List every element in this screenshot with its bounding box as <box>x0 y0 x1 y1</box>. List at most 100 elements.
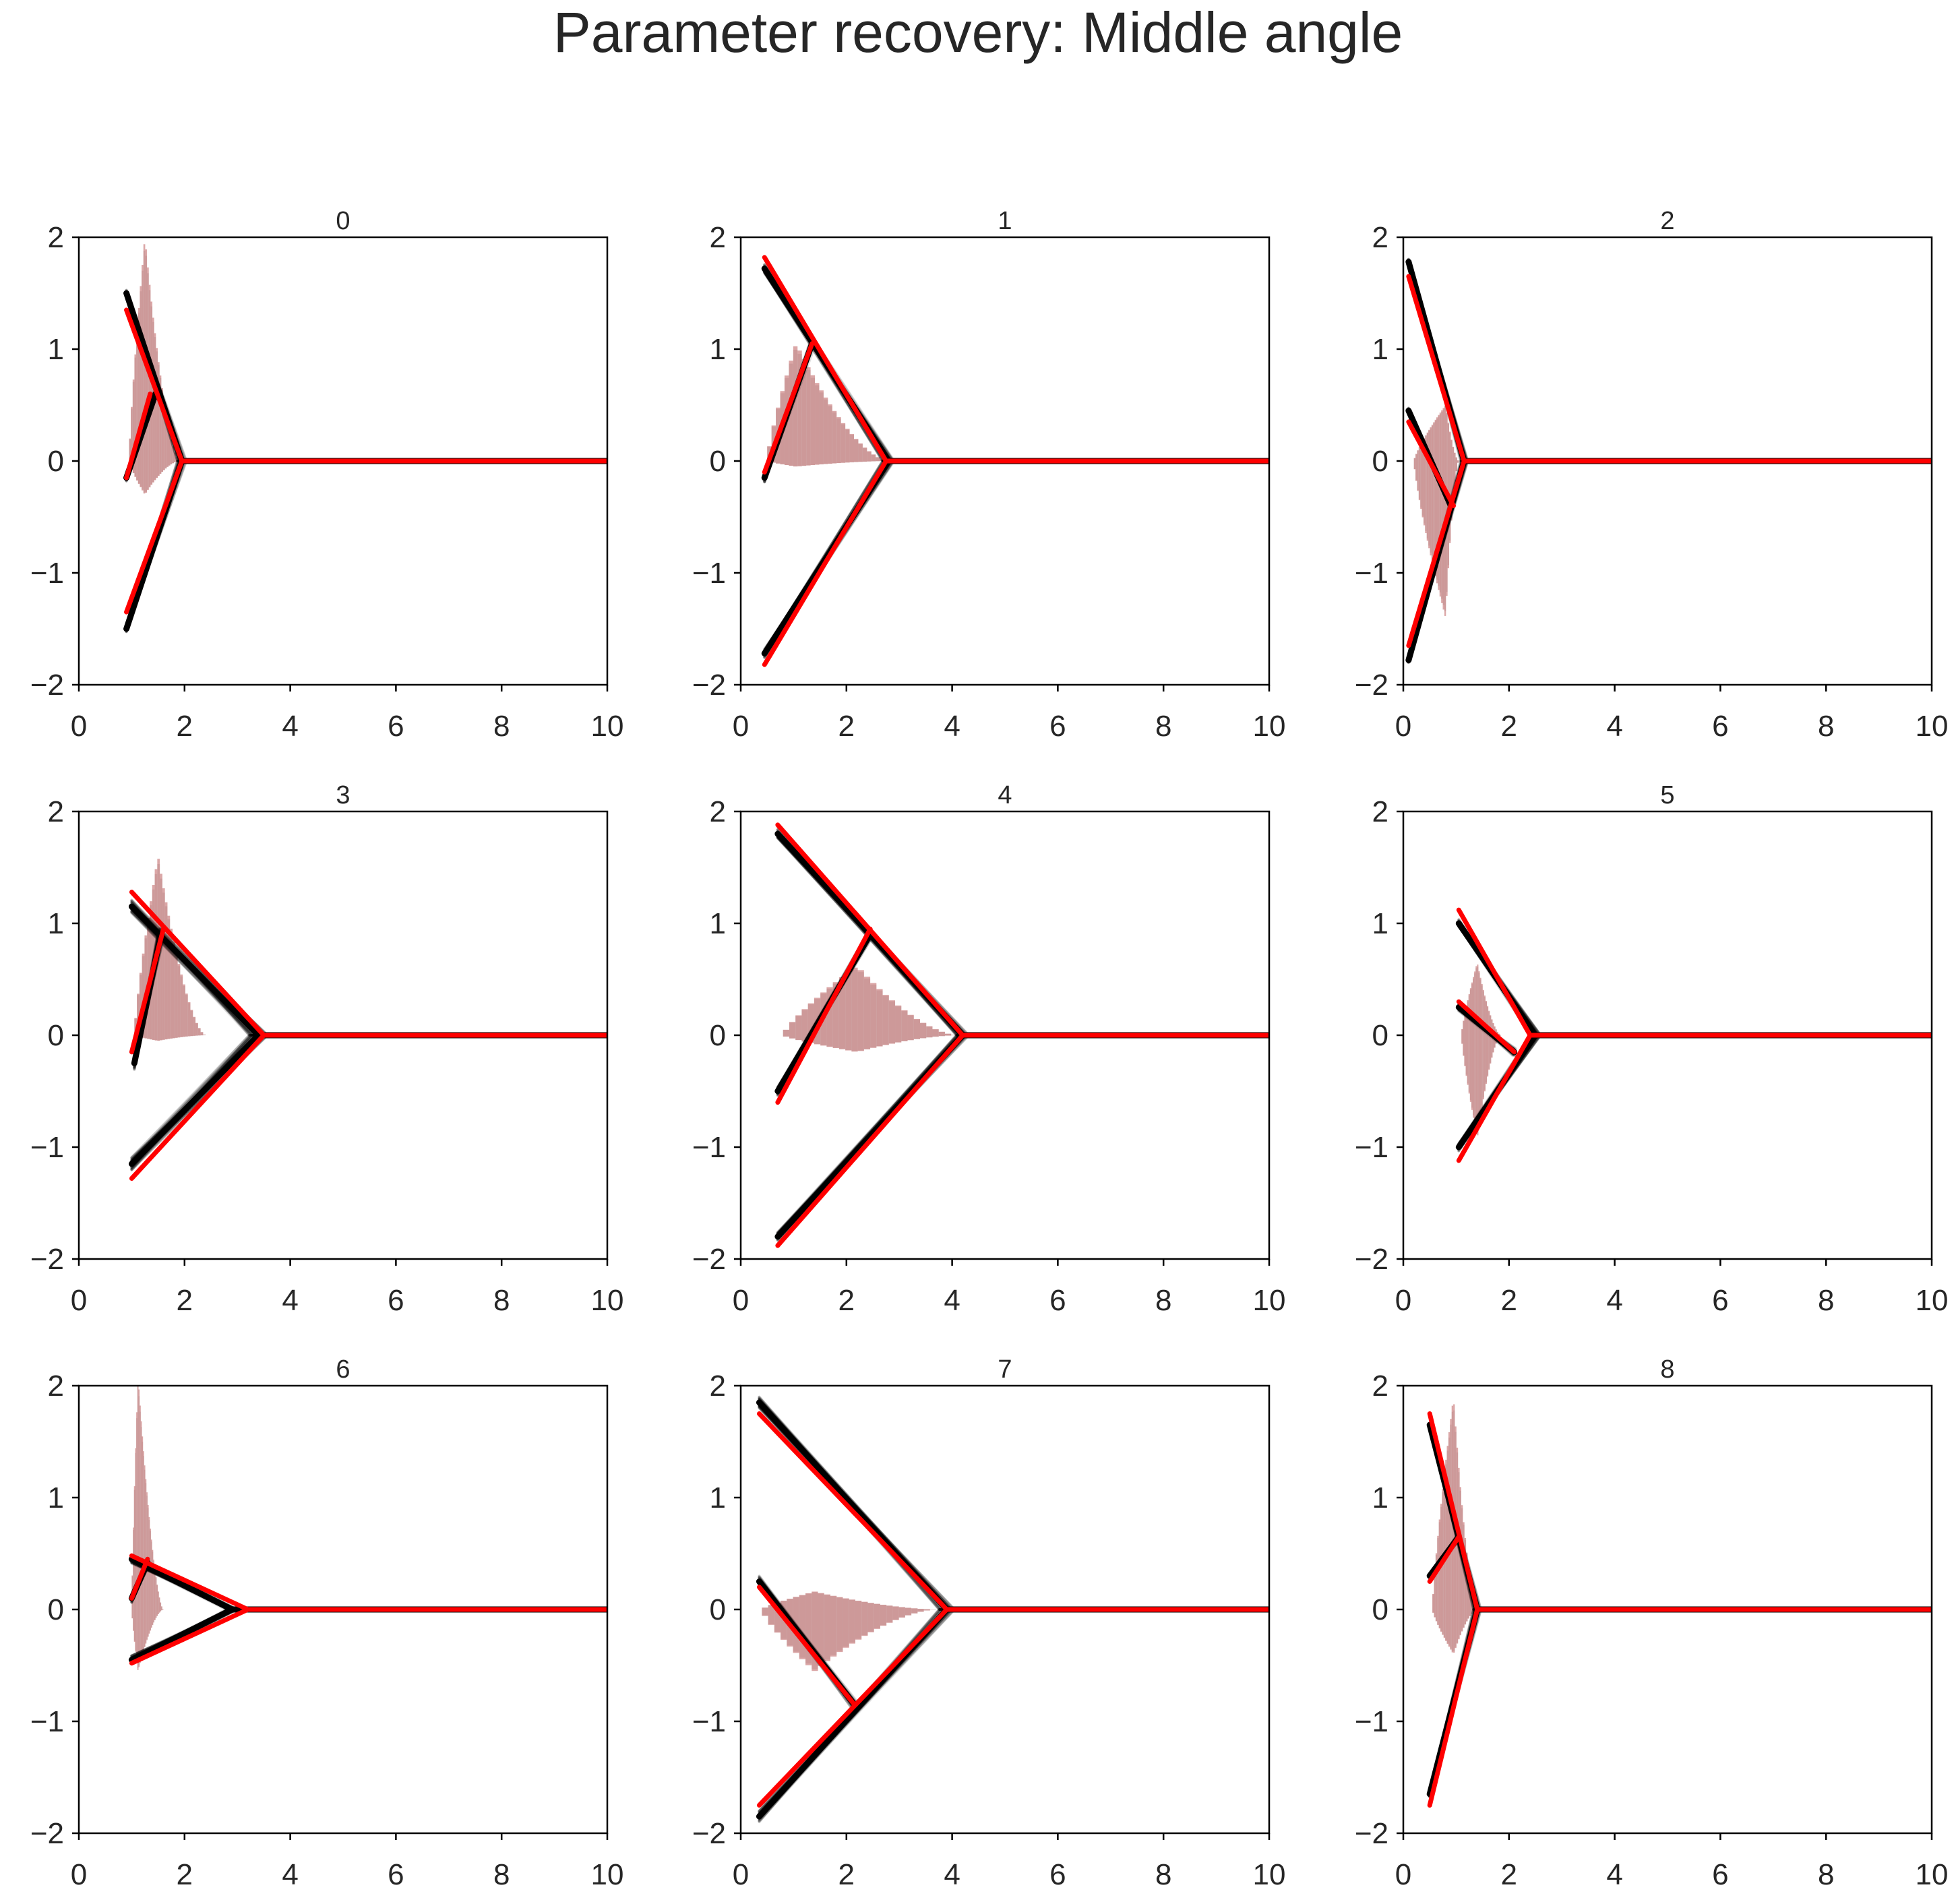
y-tick-label: −1 <box>30 1131 64 1164</box>
data-hist-bar-neg <box>826 1035 833 1047</box>
y-tick-label: −2 <box>1355 1243 1388 1276</box>
x-tick-label: 10 <box>1916 710 1949 743</box>
y-tick-label: −1 <box>692 1705 726 1738</box>
data-hist-bar-pos <box>1474 971 1476 1035</box>
data-hist-bar-pos <box>838 977 846 1035</box>
data-hist-bar-pos <box>795 1015 802 1035</box>
data-hist-bar-neg <box>152 1609 154 1626</box>
data-hist-bar-neg <box>832 1035 839 1049</box>
data-hist-bar-neg <box>136 461 138 481</box>
data-hist-bar-neg <box>854 461 859 462</box>
data-hist-bar-pos <box>832 982 839 1035</box>
data-hist-bar-neg <box>771 461 776 463</box>
posterior-sample-lower-boundary <box>130 1034 251 1159</box>
y-tick-label: −2 <box>1355 1817 1388 1850</box>
data-hist-bar-neg <box>917 1609 924 1612</box>
data-hist-bar-pos <box>938 1031 945 1035</box>
data-hist-bar-pos <box>193 1016 196 1035</box>
data-hist-bar-pos <box>144 935 148 1035</box>
data-hist-bar-neg <box>797 461 802 466</box>
data-hist-bar-neg <box>158 461 160 477</box>
data-hist-bar-neg <box>886 1609 893 1623</box>
data-hist-bar-pos <box>1469 1578 1471 1609</box>
data-hist-bar-neg <box>932 1035 939 1037</box>
data-hist-bar-neg <box>1430 461 1432 556</box>
data-hist-bar-pos <box>142 1436 144 1609</box>
data-hist-bar-pos <box>1477 964 1479 1035</box>
true-model-middle-branch <box>775 926 873 1105</box>
data-hist-bar-neg <box>1458 1609 1460 1640</box>
y-tick-label: 0 <box>710 1593 726 1626</box>
panel-0: 0 2 4 6 8 10 −2 −1 0 1 2 0 <box>30 207 624 743</box>
x-tick-label: 0 <box>1395 1284 1411 1317</box>
data-hist-bar-neg <box>814 1035 821 1045</box>
data-hist-bar-pos <box>158 362 160 461</box>
data-hist-bar-pos <box>187 1002 191 1035</box>
y-tick-label: 0 <box>48 1593 64 1626</box>
y-tick-label: −2 <box>30 669 64 702</box>
y-tick-label: 2 <box>48 1370 64 1403</box>
panel-plot-area <box>128 1386 607 1670</box>
data-hist-bar-neg <box>1477 1035 1479 1136</box>
data-hist-bar-pos <box>160 873 162 1035</box>
data-hist-bar-pos <box>845 972 852 1035</box>
data-hist-bar-neg <box>1457 461 1459 463</box>
data-hist-bar-pos <box>892 1606 899 1609</box>
data-hist-bar-neg <box>806 461 811 466</box>
data-hist-bar-pos <box>190 1010 193 1035</box>
data-hist-bar-neg <box>1466 1609 1468 1622</box>
y-tick-label: 1 <box>48 1481 64 1514</box>
data-hist-bar-neg <box>1422 461 1424 518</box>
data-hist-bar-pos <box>137 993 140 1035</box>
x-tick-label: 2 <box>177 1284 193 1317</box>
data-hist-bar-pos <box>801 359 807 461</box>
data-hist-bar-neg <box>180 1035 183 1037</box>
data-hist-bar-neg <box>1450 1609 1452 1650</box>
data-hist-bar-pos <box>138 1389 140 1609</box>
data-hist-bar-pos <box>1457 460 1459 461</box>
data-hist-bar-neg <box>154 461 156 481</box>
data-hist-bar-pos <box>1415 454 1417 461</box>
panel-plot-area <box>1426 1404 1932 1808</box>
data-hist-bar-pos <box>855 1600 862 1609</box>
data-hist-bar-neg <box>1443 1609 1446 1638</box>
data-hist-bar-neg <box>187 1035 191 1037</box>
data-hist-bar-neg <box>1468 1035 1470 1094</box>
data-hist-bar-neg <box>920 1035 927 1039</box>
true-model-upper-boundary <box>1427 1411 1480 1612</box>
data-hist-bar-pos <box>1473 977 1475 1035</box>
data-hist-bar-pos <box>851 967 858 1035</box>
data-hist-bar-pos <box>1446 1446 1448 1609</box>
data-hist-bar-pos <box>142 953 145 1035</box>
panel-1: 0 2 4 6 8 10 −2 −1 0 1 2 1 <box>692 207 1286 743</box>
data-hist-bar-neg <box>1425 461 1427 534</box>
data-hist-bar-pos <box>175 952 178 1035</box>
data-hist-bar-neg <box>1471 1035 1473 1110</box>
y-tick-label: −2 <box>692 1243 726 1276</box>
true-model-upper-boundary <box>1456 907 1533 1038</box>
data-hist-bar-neg <box>134 461 137 477</box>
data-hist-bar-pos <box>154 1568 156 1609</box>
data-hist-bar-neg <box>1464 1035 1466 1067</box>
data-hist-bar-neg <box>144 1035 148 1039</box>
panel-6: 0 2 4 6 8 10 −2 −1 0 1 2 6 <box>30 1355 624 1891</box>
x-tick-label: 0 <box>1395 710 1411 743</box>
data-hist-bar-neg <box>1455 1609 1457 1649</box>
data-hist-bar-neg <box>1456 1609 1459 1644</box>
data-hist-bar-neg <box>898 1609 905 1618</box>
y-tick-label: 2 <box>1372 795 1388 828</box>
data-hist-bar-pos <box>173 941 175 1035</box>
x-tick-label: 0 <box>71 1858 87 1891</box>
data-hist-bar-pos <box>1434 419 1436 461</box>
x-tick-label: 10 <box>1253 710 1286 743</box>
data-hist-bar-pos <box>177 964 181 1035</box>
data-hist-bar-neg <box>911 1609 918 1614</box>
data-hist-bar-neg <box>789 1035 796 1039</box>
data-hist-bar-pos <box>180 974 183 1035</box>
data-hist-bar-neg <box>845 1035 852 1051</box>
data-hist-bar-pos <box>886 1605 893 1609</box>
posterior-mean-lower-boundary <box>128 1032 262 1167</box>
data-hist-bar-neg <box>140 1609 141 1663</box>
data-hist-bar-neg <box>888 1035 896 1044</box>
data-hist-bar-pos <box>1494 1026 1496 1035</box>
